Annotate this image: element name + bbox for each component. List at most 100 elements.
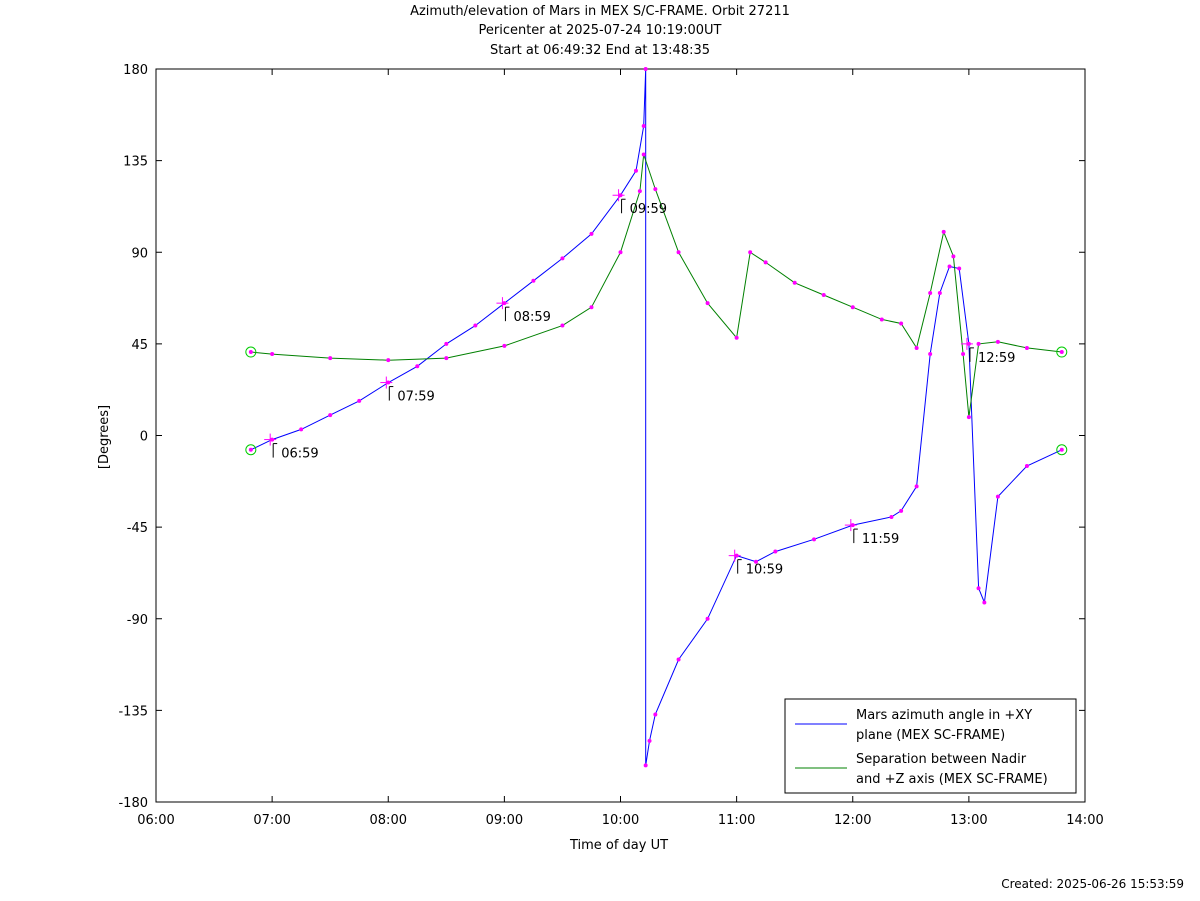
- data-point: [444, 356, 449, 361]
- data-point: [653, 712, 658, 717]
- data-point: [889, 514, 894, 519]
- annotation-label: 07:59: [397, 390, 434, 405]
- data-point: [821, 293, 826, 298]
- data-point: [928, 352, 933, 357]
- hour-annotation: 11:59: [844, 519, 899, 547]
- data-point: [643, 763, 648, 768]
- data-point: [773, 549, 778, 554]
- data-point: [792, 280, 797, 285]
- data-point: [976, 586, 981, 591]
- data-point: [328, 413, 333, 418]
- plot-border: [155, 68, 1086, 803]
- y-tick-label: 45: [131, 338, 148, 353]
- chart-title: Azimuth/elevation of Mars in MEX S/C-FRA…: [410, 4, 790, 19]
- data-point: [966, 415, 971, 420]
- y-tick-label: -135: [118, 704, 148, 719]
- data-point: [328, 356, 333, 361]
- hour-annotation: 12:59: [960, 337, 1015, 366]
- x-tick-label: 11:00: [718, 813, 755, 828]
- data-point: [995, 339, 1000, 344]
- data-point: [961, 352, 966, 357]
- data-point: [560, 256, 565, 261]
- data-point: [415, 364, 420, 369]
- data-point: [995, 494, 1000, 499]
- data-point: [531, 278, 536, 283]
- legend-label: Separation between Nadir: [856, 752, 1027, 767]
- data-point: [633, 168, 638, 173]
- data-point: [473, 323, 478, 328]
- legend-label: Mars azimuth angle in +XY: [856, 708, 1032, 723]
- data-point: [937, 290, 942, 295]
- data-point: [641, 124, 646, 129]
- legend-label: plane (MEX SC-FRAME): [856, 728, 1005, 743]
- x-tick-label: 13:00: [950, 813, 987, 828]
- data-point: [928, 290, 933, 295]
- x-tick-label: 08:00: [370, 813, 407, 828]
- x-tick-label: 06:00: [137, 813, 174, 828]
- data-point: [879, 317, 884, 322]
- annotation-label: 11:59: [862, 532, 899, 547]
- y-tick-label: 0: [140, 430, 148, 445]
- data-point: [763, 260, 768, 265]
- data-point: [676, 657, 681, 662]
- legend: Mars azimuth angle in +XY plane (MEX SC-F…: [784, 698, 1077, 794]
- data-point: [444, 341, 449, 346]
- data-point: [637, 189, 642, 194]
- annotation-layer: 06:59 07:59 08:59 09:59 10:59 11:59 12:59: [264, 189, 1015, 578]
- x-tick-label: 07:00: [253, 813, 290, 828]
- series-layer: [250, 68, 1063, 766]
- x-tick-label: 09:00: [486, 813, 523, 828]
- annotation-label: 12:59: [978, 351, 1015, 366]
- chart-subtitle-start-end: Start at 06:49:32 End at 13:48:35: [489, 43, 711, 58]
- axis-ticks: 06:00 07:00 08:00 09:00 10:00 11:00 12:00 13:00…: [118, 63, 1103, 828]
- data-point: [357, 398, 362, 403]
- data-point: [641, 152, 646, 157]
- data-point: [1024, 345, 1029, 350]
- data-point: [248, 350, 253, 355]
- x-tick-label: 10:00: [602, 813, 639, 828]
- data-point: [676, 250, 681, 255]
- y-tick-label: 90: [131, 246, 148, 261]
- data-point: [914, 484, 919, 489]
- data-point: [653, 187, 658, 192]
- y-tick-label: -180: [118, 796, 148, 811]
- endpoint-marker: [1056, 444, 1068, 456]
- data-point: [899, 508, 904, 513]
- endpoint-marker: [245, 444, 257, 456]
- data-point: [957, 266, 962, 271]
- data-point: [850, 305, 855, 310]
- data-point: [386, 358, 391, 363]
- data-point: [560, 323, 565, 328]
- data-point: [618, 250, 623, 255]
- data-point: [914, 345, 919, 350]
- data-point: [1059, 350, 1064, 355]
- series-line-separation: [250, 154, 1062, 418]
- data-point: [502, 343, 507, 348]
- x-tick-label: 12:00: [834, 813, 871, 828]
- hour-annotation: 08:59: [496, 297, 551, 325]
- data-point: [951, 254, 956, 259]
- data-point: [753, 559, 758, 564]
- hour-annotation: 09:59: [612, 189, 667, 217]
- data-point: [941, 229, 946, 234]
- legend-box: [784, 698, 1077, 794]
- hour-annotation: 07:59: [380, 376, 435, 405]
- data-point: [705, 301, 710, 306]
- legend-label: and +Z axis (MEX SC-FRAME): [856, 772, 1048, 787]
- plot-area: [155, 68, 1086, 803]
- data-point: [589, 231, 594, 236]
- data-point: [947, 264, 952, 269]
- data-point: [812, 537, 817, 542]
- data-point: [748, 250, 753, 255]
- data-point: [248, 447, 253, 452]
- data-point: [705, 616, 710, 621]
- series-line-azimuth: [250, 68, 1063, 766]
- y-tick-label: 135: [123, 155, 148, 170]
- x-tick-label: 14:00: [1066, 813, 1103, 828]
- data-point: [647, 738, 652, 743]
- data-point: [982, 600, 987, 605]
- created-timestamp: Created: 2025-06-26 15:53:59: [1001, 877, 1184, 891]
- y-tick-label: -45: [127, 521, 148, 536]
- y-tick-label: -90: [127, 613, 148, 628]
